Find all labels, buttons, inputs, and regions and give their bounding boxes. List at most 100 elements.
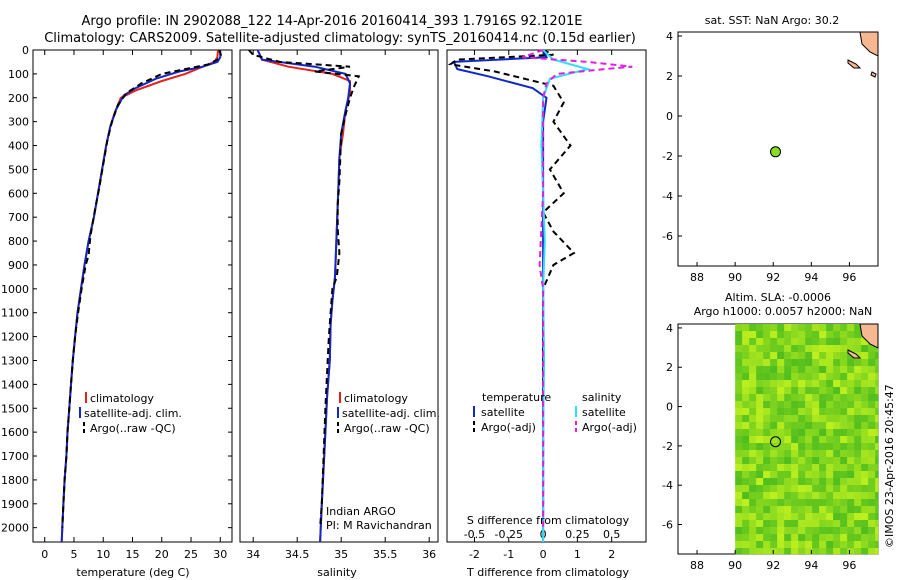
sla-cell	[770, 415, 778, 423]
sla-cell	[840, 548, 848, 555]
sla-cell	[812, 499, 820, 507]
sla-cell	[749, 401, 757, 409]
sla-cell	[763, 520, 771, 528]
sla-cell	[833, 352, 841, 360]
sla-cell	[770, 520, 778, 528]
sla-cell	[798, 478, 806, 486]
sla-cell	[812, 394, 820, 402]
sla-cell	[819, 527, 827, 535]
sla-cell	[819, 443, 827, 451]
sla-cell	[840, 499, 848, 507]
sla-cell	[798, 492, 806, 500]
sla-cell	[791, 513, 799, 521]
sla-cell	[756, 352, 764, 360]
sla-cell	[735, 548, 743, 555]
salinity-axes-frame	[239, 49, 439, 543]
x-tick-label: 30	[213, 548, 227, 561]
x-tick-label: 0	[41, 548, 48, 561]
sla-cell	[826, 380, 834, 388]
sla-cell	[868, 443, 876, 451]
sla-cell	[854, 373, 862, 381]
sla-cell	[875, 387, 879, 395]
sla-cell	[812, 345, 820, 353]
temperature-axes-frame	[32, 49, 233, 543]
sla-cell	[861, 548, 869, 555]
depth-tick-label: 1200	[1, 331, 29, 344]
sla-cell	[819, 422, 827, 430]
sla-cell	[861, 464, 869, 472]
depth-tick-label: 700	[8, 211, 29, 224]
sla-cell	[798, 457, 806, 465]
sla-cell	[812, 520, 820, 528]
sla-cell	[756, 380, 764, 388]
sla-cell	[847, 499, 855, 507]
sla-cell	[784, 513, 792, 521]
sla-cell	[777, 492, 785, 500]
sla-cell	[742, 520, 750, 528]
sst-map-islet	[870, 71, 877, 78]
sla-cell	[756, 324, 764, 332]
x-tick-label: 1	[574, 548, 581, 561]
sla-cell	[742, 548, 750, 555]
temperature-xlabel: temperature (deg C)	[76, 566, 189, 579]
sla-cell	[861, 359, 869, 367]
map-y-tick-label: -4	[662, 479, 673, 492]
sla-cell	[756, 464, 764, 472]
sla-cell	[847, 408, 855, 416]
sla-cell	[742, 436, 750, 444]
sla-map-title-line1: Altim. SLA: -0.0006	[725, 291, 831, 304]
sla-cell	[777, 338, 785, 346]
sla-cell	[875, 506, 879, 514]
sla-cell	[833, 485, 841, 493]
sla-cell	[847, 380, 855, 388]
sla-cell	[833, 520, 841, 528]
sla-cell	[875, 548, 879, 555]
sla-cell	[784, 359, 792, 367]
sla-cell	[812, 541, 820, 549]
sla-cell	[840, 345, 848, 353]
sla-cell	[812, 352, 820, 360]
sla-cell	[819, 359, 827, 367]
sla-cell	[812, 534, 820, 542]
top-tick-label: 0.25	[565, 528, 590, 541]
sla-cell	[812, 324, 820, 332]
sla-cell	[805, 499, 813, 507]
sla-cell	[875, 359, 879, 367]
sla-cell	[826, 345, 834, 353]
sla-cell	[735, 436, 743, 444]
sla-cell	[784, 450, 792, 458]
sla-cell	[798, 324, 806, 332]
sla-cell	[763, 338, 771, 346]
sla-cell	[847, 513, 855, 521]
sla-cell	[777, 380, 785, 388]
sla-cell	[861, 394, 869, 402]
depth-tick-label: 1000	[1, 283, 29, 296]
sla-cell	[798, 499, 806, 507]
sla-cell	[735, 415, 743, 423]
sla-cell	[798, 380, 806, 388]
depth-tick-label: 300	[8, 116, 29, 129]
map-x-tick-label: 92	[766, 559, 780, 572]
sla-cell	[798, 464, 806, 472]
depth-tick-label: 400	[8, 140, 29, 153]
sla-cell	[742, 331, 750, 339]
sla-cell	[861, 408, 869, 416]
sla-cell	[777, 436, 785, 444]
sla-cell	[812, 478, 820, 486]
map-y-tick-label: -6	[662, 519, 673, 532]
legend-salinity-heading: salinity	[582, 391, 622, 404]
sla-cell	[875, 471, 879, 479]
sla-cell	[854, 380, 862, 388]
sla-cell	[735, 506, 743, 514]
sla-cell	[798, 415, 806, 423]
sla-cell	[847, 436, 855, 444]
sla-cell	[847, 359, 855, 367]
sla-cell	[784, 401, 792, 409]
sla-cell	[826, 499, 834, 507]
sla-cell	[763, 373, 771, 381]
sla-cell	[784, 331, 792, 339]
sla-cell	[854, 408, 862, 416]
sla-cell	[875, 485, 879, 493]
sla-cell	[819, 401, 827, 409]
header-line2: Climatology: CARS2009. Satellite-adjuste…	[44, 31, 636, 46]
